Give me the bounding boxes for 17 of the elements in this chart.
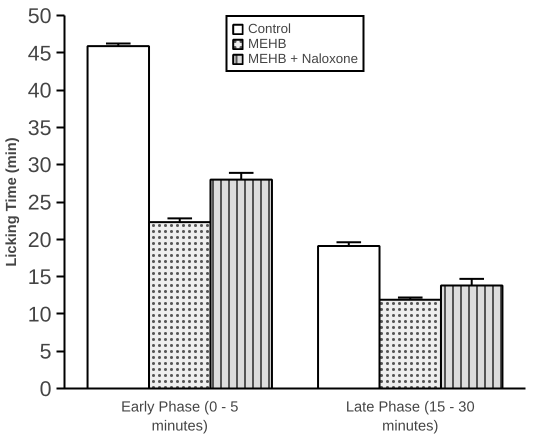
y-tick-label: 20 (28, 228, 52, 252)
y-tick-label: 35 (28, 116, 52, 140)
legend-label: Control (248, 21, 291, 36)
y-tick-label: 10 (28, 302, 52, 326)
y-tick-label: 15 (28, 265, 52, 290)
x-tick-label: Late Phase (15 - 30 minutes) (346, 400, 475, 435)
legend-label: MEHB + Naloxone (248, 51, 358, 66)
y-tick-label: 40 (28, 78, 52, 103)
y-tick-label: 50 (28, 4, 52, 28)
y-tick-label: 30 (28, 153, 52, 178)
y-tick-label: 5 (40, 340, 52, 364)
y-tick-label: 25 (28, 190, 52, 214)
x-tick-label: Early Phase (0 - 5 minutes) (121, 400, 238, 435)
y-tick-label: 45 (28, 41, 52, 66)
y-tick-label: 0 (40, 377, 52, 401)
y-axis-title: Licking Time (min) (4, 137, 20, 267)
legend-label: MEHB (248, 36, 287, 51)
